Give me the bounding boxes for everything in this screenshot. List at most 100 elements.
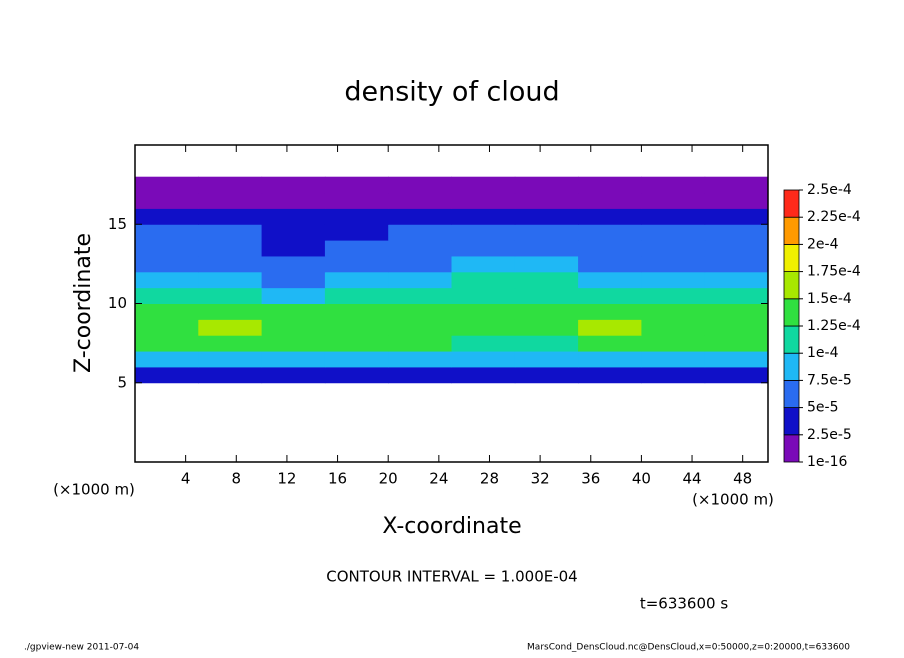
heat-cell	[388, 224, 452, 241]
y-unit: (×1000 m)	[53, 481, 135, 499]
x-tick-label: 24	[429, 470, 448, 488]
colorbar-swatch	[783, 407, 800, 436]
heat-cell	[261, 240, 326, 257]
colorbar-swatch	[783, 216, 800, 245]
y-tick-label: 15	[108, 215, 127, 233]
heat-cell	[514, 335, 579, 352]
heat-cell	[135, 176, 199, 194]
heat-cell	[704, 366, 769, 384]
x-tick-label: 12	[277, 470, 296, 488]
heat-cell	[514, 224, 579, 241]
heat-cell	[704, 224, 769, 241]
heat-cell	[261, 319, 326, 336]
heat-cell	[451, 351, 516, 368]
colorbar-swatch	[783, 434, 800, 463]
heat-cell	[514, 208, 579, 225]
heat-cell	[198, 271, 263, 289]
colorbar-swatch	[783, 325, 800, 354]
heat-cell	[641, 319, 706, 336]
heat-cell	[198, 240, 263, 257]
heat-cell	[388, 303, 452, 320]
heat-cell	[704, 335, 769, 352]
heat-cell	[704, 255, 769, 273]
heat-cell	[451, 192, 516, 209]
heat-cell	[388, 287, 452, 304]
heat-cell	[261, 351, 326, 368]
heat-cell	[704, 192, 769, 209]
heat-cell	[388, 255, 452, 273]
heat-cell	[578, 351, 642, 368]
heat-cell	[261, 192, 326, 209]
heat-cell	[641, 208, 706, 225]
x-tick-label: 8	[232, 470, 242, 488]
heat-cell	[451, 303, 516, 320]
heat-cell	[704, 303, 769, 320]
x-axis-label: X-coordinate	[382, 514, 521, 539]
heat-cell	[135, 319, 199, 336]
heat-cell	[514, 351, 579, 368]
footer-left: ./gpview-new 2011-07-04	[24, 643, 139, 653]
heat-cell	[135, 335, 199, 352]
heat-cell	[451, 271, 516, 289]
heat-cell	[261, 271, 326, 289]
x-tick-label: 16	[328, 470, 347, 488]
heat-cell	[324, 208, 389, 225]
heat-cell	[324, 319, 389, 336]
heat-cell	[514, 176, 579, 194]
heat-cell	[198, 255, 263, 273]
x-tick-label: 20	[379, 470, 398, 488]
heat-cell	[641, 271, 706, 289]
x-unit: (×1000 m)	[692, 491, 774, 509]
time-note: t=633600 s	[640, 595, 728, 613]
heat-cell	[704, 319, 769, 336]
heat-cell	[704, 240, 769, 257]
colorbar-swatch	[783, 298, 800, 327]
colorbar-label: 1.75e-4	[807, 264, 861, 280]
heat-cell	[388, 240, 452, 257]
heat-cell	[578, 303, 642, 320]
heat-cell	[641, 192, 706, 209]
colorbar-swatch	[783, 352, 800, 381]
heat-cell	[324, 335, 389, 352]
heat-cell	[514, 319, 579, 336]
heat-cell	[641, 335, 706, 352]
colorbar-swatch	[783, 243, 800, 272]
x-tick-label: 36	[581, 470, 600, 488]
colorbar-label: 1e-16	[807, 454, 847, 470]
heat-cell	[198, 287, 263, 304]
heat-cell	[451, 287, 516, 304]
heat-cell	[388, 351, 452, 368]
heat-cell	[578, 208, 642, 225]
heat-cell	[261, 224, 326, 241]
colorbar-label: 1.25e-4	[807, 318, 861, 334]
heat-cell	[641, 240, 706, 257]
heat-cell	[261, 255, 326, 273]
colorbar-swatch	[783, 189, 800, 218]
chart-title: density of cloud	[344, 77, 559, 108]
heat-cell	[451, 224, 516, 241]
heat-cell	[261, 287, 326, 304]
heat-cell	[198, 303, 263, 320]
colorbar-label: 7.5e-5	[807, 372, 852, 388]
heat-cell	[641, 176, 706, 194]
heat-cell	[324, 271, 389, 289]
colorbar-label: 2.5e-5	[807, 427, 852, 443]
heat-cell	[451, 319, 516, 336]
heat-cell	[261, 335, 326, 352]
heat-cell	[578, 240, 642, 257]
heat-cell	[324, 224, 389, 241]
x-tick-label: 32	[531, 470, 550, 488]
heat-cell	[704, 351, 769, 368]
colorbar-swatch	[783, 271, 800, 300]
heat-cell	[641, 303, 706, 320]
colorbar-label: 2.5e-4	[807, 182, 852, 198]
heat-cell	[135, 351, 199, 368]
heat-cell	[198, 224, 263, 241]
heat-cell	[198, 335, 263, 352]
heat-cell	[135, 366, 199, 384]
colorbar-label: 1.5e-4	[807, 291, 852, 307]
heat-cell	[135, 255, 199, 273]
heat-cell	[578, 255, 642, 273]
heat-cell	[198, 351, 263, 368]
heat-cell	[324, 303, 389, 320]
